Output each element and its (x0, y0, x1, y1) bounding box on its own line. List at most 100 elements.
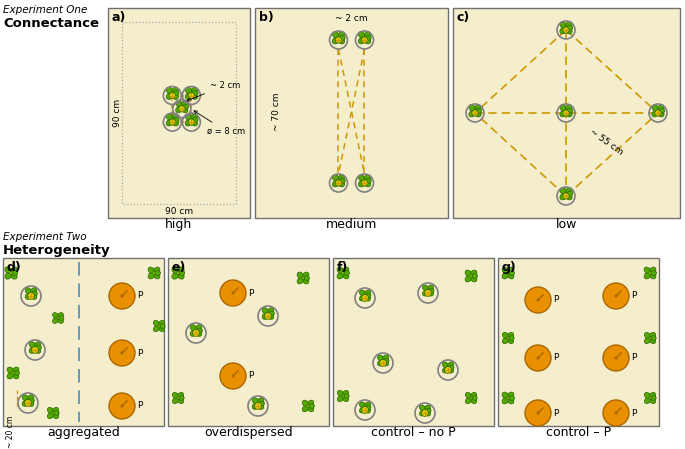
Circle shape (614, 408, 617, 410)
Ellipse shape (645, 398, 650, 404)
Circle shape (121, 352, 123, 355)
Ellipse shape (191, 93, 197, 99)
Ellipse shape (560, 188, 566, 194)
Ellipse shape (476, 108, 482, 113)
Text: low: low (556, 218, 577, 231)
Ellipse shape (377, 360, 383, 366)
Ellipse shape (531, 354, 538, 361)
Circle shape (363, 36, 366, 39)
Ellipse shape (122, 342, 129, 349)
Ellipse shape (364, 407, 371, 413)
Ellipse shape (471, 392, 477, 398)
Ellipse shape (659, 108, 664, 113)
Ellipse shape (153, 273, 160, 279)
Ellipse shape (53, 318, 58, 323)
Ellipse shape (364, 402, 371, 408)
Circle shape (10, 272, 12, 274)
Circle shape (649, 272, 651, 274)
Circle shape (649, 337, 651, 339)
Circle shape (379, 360, 386, 366)
Circle shape (188, 119, 195, 125)
Ellipse shape (177, 273, 184, 279)
Circle shape (424, 409, 426, 412)
Circle shape (264, 313, 271, 320)
Ellipse shape (360, 295, 365, 301)
Text: ~ 70 cm: ~ 70 cm (273, 92, 282, 131)
Ellipse shape (303, 278, 309, 284)
Ellipse shape (508, 267, 514, 273)
Text: Connectance: Connectance (3, 17, 99, 30)
Circle shape (564, 26, 567, 29)
Ellipse shape (122, 349, 129, 356)
Ellipse shape (196, 325, 202, 331)
Ellipse shape (616, 292, 623, 299)
Circle shape (195, 329, 197, 332)
Text: Experiment Two: Experiment Two (3, 232, 86, 242)
Ellipse shape (35, 342, 41, 348)
Ellipse shape (469, 110, 475, 117)
Ellipse shape (59, 316, 64, 320)
Circle shape (470, 397, 472, 399)
Circle shape (190, 92, 192, 95)
Circle shape (109, 283, 135, 309)
Circle shape (121, 295, 123, 298)
Ellipse shape (258, 398, 264, 404)
Ellipse shape (364, 37, 371, 44)
Ellipse shape (423, 290, 428, 296)
Ellipse shape (172, 87, 179, 93)
Circle shape (220, 280, 246, 306)
Ellipse shape (122, 292, 129, 299)
Ellipse shape (502, 332, 508, 338)
Ellipse shape (560, 22, 566, 28)
Circle shape (177, 272, 179, 274)
Ellipse shape (166, 119, 173, 126)
Ellipse shape (332, 37, 339, 44)
Ellipse shape (58, 318, 64, 323)
Ellipse shape (192, 117, 198, 123)
Ellipse shape (560, 105, 566, 111)
Ellipse shape (616, 354, 623, 361)
Circle shape (362, 180, 368, 186)
Ellipse shape (12, 270, 18, 276)
Ellipse shape (650, 392, 656, 398)
Ellipse shape (177, 398, 184, 404)
Circle shape (121, 291, 123, 294)
Ellipse shape (115, 342, 123, 349)
Circle shape (657, 110, 659, 112)
Ellipse shape (13, 367, 19, 373)
Circle shape (121, 348, 123, 351)
Bar (168, 258, 329, 426)
Ellipse shape (609, 402, 616, 409)
Circle shape (337, 180, 340, 182)
Text: a): a) (112, 11, 126, 24)
Ellipse shape (172, 119, 179, 126)
Ellipse shape (226, 282, 234, 290)
Circle shape (507, 272, 509, 274)
Circle shape (121, 401, 123, 404)
Ellipse shape (465, 276, 471, 282)
Ellipse shape (502, 398, 508, 404)
Text: high: high (165, 218, 192, 231)
Ellipse shape (166, 93, 173, 99)
Circle shape (153, 272, 155, 274)
Ellipse shape (427, 285, 434, 291)
Ellipse shape (471, 270, 477, 276)
Ellipse shape (115, 292, 123, 299)
Ellipse shape (123, 399, 129, 405)
Ellipse shape (177, 392, 184, 398)
Circle shape (169, 92, 175, 99)
Ellipse shape (502, 267, 508, 273)
Circle shape (362, 295, 369, 301)
Ellipse shape (652, 105, 658, 111)
Ellipse shape (196, 330, 202, 336)
Ellipse shape (54, 411, 59, 415)
Ellipse shape (190, 330, 197, 336)
Ellipse shape (7, 373, 13, 379)
Ellipse shape (560, 110, 566, 117)
Circle shape (507, 397, 509, 399)
Ellipse shape (29, 347, 35, 353)
Circle shape (158, 325, 160, 327)
Ellipse shape (172, 93, 179, 99)
Circle shape (614, 291, 617, 294)
Ellipse shape (25, 293, 32, 299)
